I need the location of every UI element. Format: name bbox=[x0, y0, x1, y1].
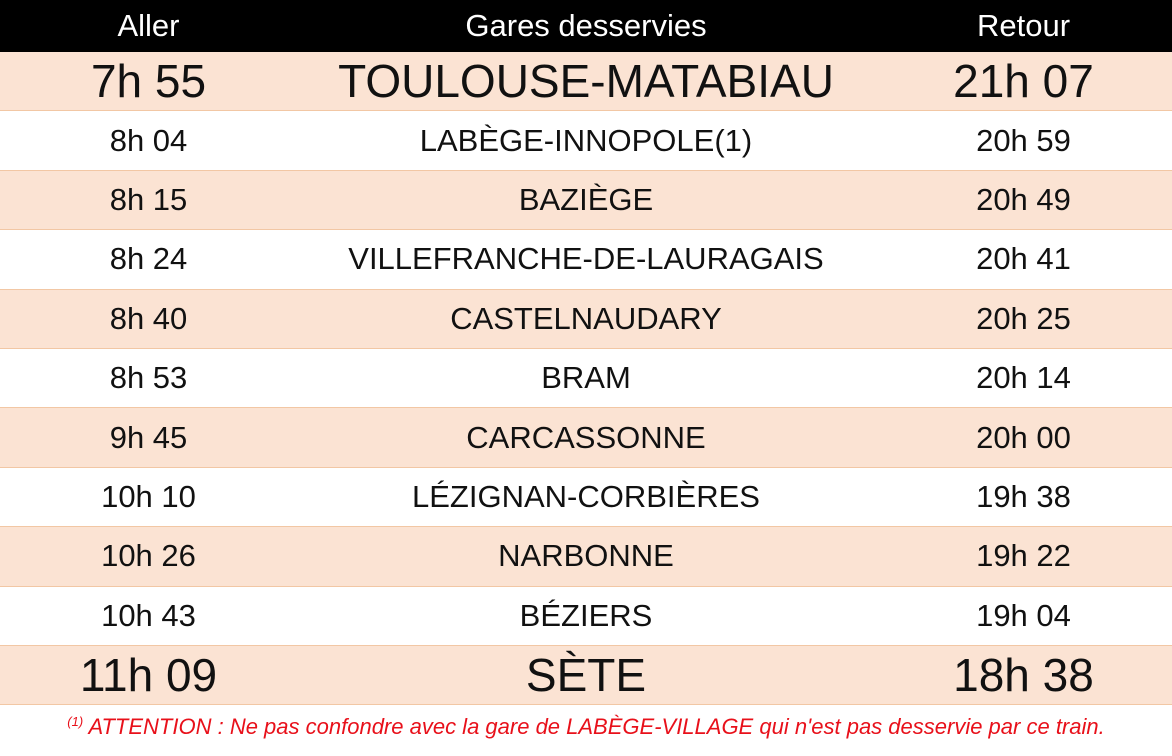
retour-time: 20h 41 bbox=[976, 241, 1071, 277]
aller-time: 9h 45 bbox=[109, 419, 188, 455]
table-row: 11h 09 SÈTE 18h 38 bbox=[0, 645, 1172, 706]
retour-time: 20h 59 bbox=[976, 122, 1071, 158]
aller-time: 8h 53 bbox=[109, 360, 188, 396]
table-header: Aller Gares desservies Retour bbox=[0, 0, 1172, 52]
table-row: 8h 40 CASTELNAUDARY 20h 25 bbox=[0, 289, 1172, 349]
aller-time: 11h 09 bbox=[79, 649, 218, 702]
retour-time: 19h 04 bbox=[976, 597, 1071, 633]
table-row: 7h 55 TOULOUSE-MATABIAU 21h 07 bbox=[0, 52, 1172, 112]
header-aller: Aller bbox=[117, 8, 180, 43]
table-row: 8h 15 BAZIÈGE 20h 49 bbox=[0, 170, 1172, 231]
station-name: VILLEFRANCHE-DE-LAURAGAIS bbox=[348, 241, 824, 277]
table-row: 8h 04 LABÈGE-INNOPOLE(1) 20h 59 bbox=[0, 111, 1172, 171]
station-name: BAZIÈGE bbox=[518, 181, 654, 217]
table-row: 10h 10 LÉZIGNAN-CORBIÈRES 19h 38 bbox=[0, 467, 1172, 528]
aller-time: 10h 10 bbox=[101, 478, 196, 514]
footnote: (1) ATTENTION : Ne pas confondre avec la… bbox=[0, 714, 1172, 740]
table-row: 10h 43 BÉZIERS 19h 04 bbox=[0, 586, 1172, 646]
retour-time: 21h 07 bbox=[953, 55, 1094, 108]
table-row: 9h 45 CARCASSONNE 20h 00 bbox=[0, 408, 1172, 468]
table-row: 8h 24 VILLEFRANCHE-DE-LAURAGAIS 20h 41 bbox=[0, 230, 1172, 290]
aller-time: 8h 24 bbox=[109, 241, 188, 277]
aller-time: 7h 55 bbox=[90, 55, 207, 108]
header-gares: Gares desservies bbox=[465, 8, 707, 43]
station-name: CARCASSONNE bbox=[466, 419, 706, 455]
station-name: NARBONNE bbox=[498, 538, 674, 574]
header-retour: Retour bbox=[976, 8, 1071, 43]
station-name: LÉZIGNAN-CORBIÈRES bbox=[412, 478, 760, 514]
aller-time: 8h 15 bbox=[109, 181, 188, 217]
station-name: LABÈGE-INNOPOLE(1) bbox=[419, 122, 753, 158]
station-name: BÉZIERS bbox=[519, 597, 653, 633]
aller-time: 8h 40 bbox=[109, 300, 188, 336]
retour-time: 20h 49 bbox=[976, 181, 1071, 217]
retour-time: 20h 25 bbox=[976, 300, 1071, 336]
retour-time: 20h 14 bbox=[976, 360, 1071, 396]
retour-time: 20h 00 bbox=[976, 419, 1071, 455]
aller-time: 8h 04 bbox=[109, 122, 188, 158]
footnote-text: ATTENTION : Ne pas confondre avec la gar… bbox=[83, 714, 1105, 739]
station-name: TOULOUSE-MATABIAU bbox=[338, 55, 834, 108]
aller-time: 10h 26 bbox=[101, 538, 196, 574]
retour-time: 19h 38 bbox=[976, 478, 1071, 514]
table-row: 8h 53 BRAM 20h 14 bbox=[0, 348, 1172, 409]
station-name: SÈTE bbox=[525, 649, 647, 702]
station-name: BRAM bbox=[541, 360, 631, 396]
table-row: 10h 26 NARBONNE 19h 22 bbox=[0, 527, 1172, 587]
timetable: Aller Gares desservies Retour 7h 55 TOUL… bbox=[0, 0, 1172, 706]
station-name: CASTELNAUDARY bbox=[450, 300, 722, 336]
retour-time: 18h 38 bbox=[953, 649, 1094, 702]
aller-time: 10h 43 bbox=[101, 597, 196, 633]
retour-time: 19h 22 bbox=[976, 538, 1071, 574]
footnote-marker: (1) bbox=[67, 714, 84, 729]
